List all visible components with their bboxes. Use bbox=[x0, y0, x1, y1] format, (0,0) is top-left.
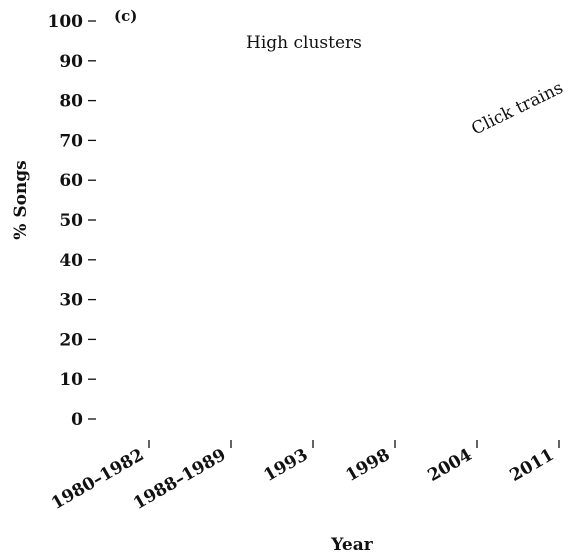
annotation-high-clusters: High clusters bbox=[246, 33, 362, 53]
x-axis-title: Year bbox=[330, 535, 373, 555]
y-axis-title: % Songs bbox=[11, 160, 31, 240]
y-tick-label: 60 bbox=[59, 171, 83, 191]
x-tick-label: 1993 bbox=[261, 445, 312, 486]
y-tick-label: 0 bbox=[71, 410, 83, 430]
y-tick-label: 90 bbox=[59, 52, 83, 72]
y-tick-label: 40 bbox=[59, 251, 83, 271]
y-tick-label: 20 bbox=[59, 330, 83, 350]
y-tick-label: 70 bbox=[59, 131, 83, 151]
x-tick-label: 2011 bbox=[507, 445, 558, 486]
x-tick-label: 1998 bbox=[343, 445, 394, 486]
y-tick-label: 50 bbox=[59, 211, 83, 231]
y-tick-label: 100 bbox=[48, 12, 84, 32]
y-tick-label: 30 bbox=[59, 291, 83, 311]
y-tick-label: 10 bbox=[59, 370, 83, 390]
x-tick-label: 2004 bbox=[425, 445, 476, 486]
x-tick-label: 1980–1982 bbox=[48, 445, 147, 514]
annotation-click-trains: Click trains bbox=[468, 78, 566, 140]
x-tick-label: 1988–1989 bbox=[130, 445, 229, 514]
y-tick-label: 80 bbox=[59, 92, 83, 112]
panel-label: (c) bbox=[114, 7, 137, 25]
